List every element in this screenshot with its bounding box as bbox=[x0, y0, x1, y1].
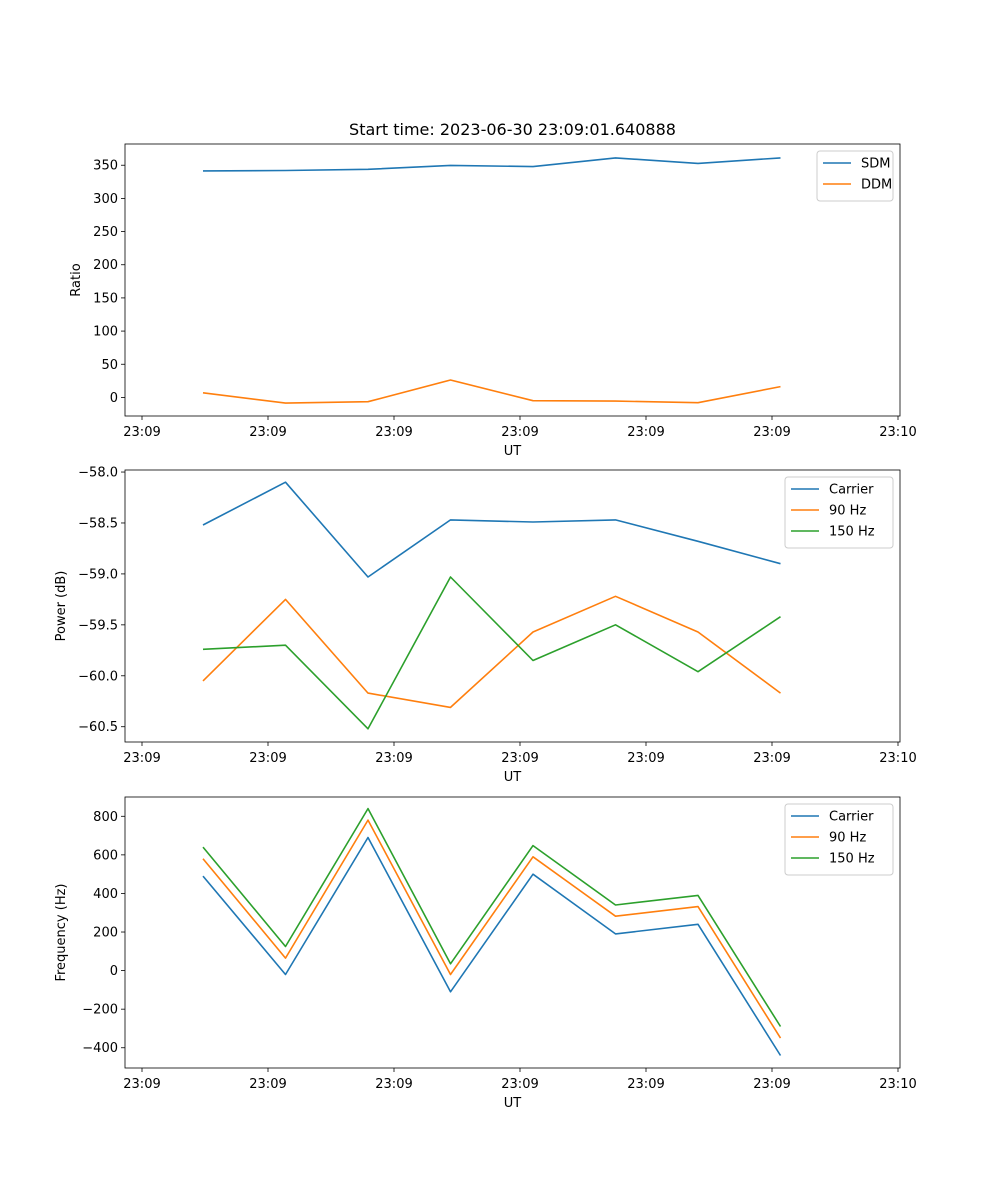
y-tick-label: 200 bbox=[93, 258, 118, 273]
series-line-carrier bbox=[202, 481, 781, 578]
y-tick-label: 200 bbox=[93, 926, 118, 941]
series-line-sdm bbox=[202, 157, 781, 172]
y-tick-label: 0 bbox=[110, 391, 118, 406]
legend: SDM DDM bbox=[816, 150, 894, 202]
series-line-90-hz bbox=[202, 819, 782, 1039]
legend-label: DDM bbox=[861, 178, 892, 193]
x-tick-label: 23:10 bbox=[879, 751, 916, 766]
x-tick-label: 23:09 bbox=[501, 1077, 538, 1092]
subplot-3: 23:09 23:09 23:09 23:09 23:09 23:09 23:10 −400 −… bbox=[54, 796, 917, 1111]
y-tick-label: 50 bbox=[101, 358, 118, 373]
x-tick-label: 23:09 bbox=[501, 751, 538, 766]
y-axis-label: Power (dB) bbox=[54, 571, 69, 642]
y-tick-label: 0 bbox=[110, 964, 118, 979]
x-tick-label: 23:10 bbox=[879, 1077, 916, 1092]
x-tick-label: 23:09 bbox=[375, 1077, 412, 1092]
y-tick-label: −400 bbox=[82, 1041, 118, 1056]
x-tick-label: 23:09 bbox=[123, 1077, 160, 1092]
x-tick-label: 23:09 bbox=[627, 425, 664, 440]
y-tick-label: 800 bbox=[93, 810, 118, 825]
x-tick-label: 23:09 bbox=[375, 751, 412, 766]
legend-label: 150 Hz bbox=[829, 525, 875, 540]
series-line-90-hz bbox=[202, 595, 781, 709]
y-tick-label: −200 bbox=[82, 1003, 118, 1018]
x-tick-label: 23:09 bbox=[753, 751, 790, 766]
y-tick-label: 150 bbox=[93, 291, 118, 306]
axes-frame bbox=[124, 143, 901, 417]
y-tick-label: −58.0 bbox=[78, 466, 118, 481]
x-tick-label: 23:09 bbox=[249, 751, 286, 766]
y-axis-label: Ratio bbox=[69, 263, 84, 296]
series-line-150-hz bbox=[202, 807, 782, 1027]
y-tick-label: 400 bbox=[93, 887, 118, 902]
y-tick-label: −60.0 bbox=[78, 669, 118, 684]
x-axis-label: UT bbox=[504, 444, 522, 459]
x-tick-label: 23:09 bbox=[627, 1077, 664, 1092]
legend: Carrier 90 Hz 150 Hz bbox=[784, 803, 894, 876]
y-tick-label: −58.5 bbox=[78, 516, 118, 531]
y-tick-label: 100 bbox=[93, 325, 118, 340]
y-tick-label: 350 bbox=[93, 159, 118, 174]
axes-frame bbox=[124, 469, 901, 743]
legend-label: 90 Hz bbox=[829, 504, 866, 519]
y-tick-label: −60.5 bbox=[78, 720, 118, 735]
x-tick-label: 23:09 bbox=[123, 425, 160, 440]
legend-label: 90 Hz bbox=[829, 831, 866, 846]
y-tick-label: −59.0 bbox=[78, 567, 118, 582]
x-axis-label: UT bbox=[504, 1096, 522, 1111]
x-tick-label: 23:09 bbox=[249, 1077, 286, 1092]
y-axis-label: Frequency (Hz) bbox=[54, 883, 69, 981]
series-line-ddm bbox=[202, 379, 781, 404]
x-tick-label: 23:09 bbox=[501, 425, 538, 440]
x-tick-label: 23:10 bbox=[879, 425, 916, 440]
legend-label: Carrier bbox=[829, 810, 874, 825]
x-tick-label: 23:09 bbox=[249, 425, 286, 440]
axes-frame bbox=[124, 796, 901, 1069]
series-line-carrier bbox=[202, 836, 782, 1056]
legend: Carrier 90 Hz 150 Hz bbox=[784, 476, 894, 549]
x-tick-label: 23:09 bbox=[627, 751, 664, 766]
legend-label: SDM bbox=[861, 157, 890, 172]
series-line-150-hz bbox=[202, 576, 781, 730]
legend-label: Carrier bbox=[829, 483, 874, 498]
y-tick-label: 600 bbox=[93, 848, 118, 863]
x-tick-label: 23:09 bbox=[753, 425, 790, 440]
x-tick-label: 23:09 bbox=[123, 751, 160, 766]
legend-label: 150 Hz bbox=[829, 852, 875, 867]
x-tick-label: 23:09 bbox=[375, 425, 412, 440]
x-tick-label: 23:09 bbox=[753, 1077, 790, 1092]
y-tick-label: −59.5 bbox=[78, 618, 118, 633]
subplot-2: 23:09 23:09 23:09 23:09 23:09 23:09 23:10 −60.5… bbox=[54, 466, 917, 785]
y-tick-label: 250 bbox=[93, 225, 118, 240]
subplots: 23:09 23:09 23:09 23:09 23:09 23:09 23:10 0 50 10… bbox=[54, 143, 917, 1111]
subplot-1: 23:09 23:09 23:09 23:09 23:09 23:09 23:10 0 50 10… bbox=[69, 143, 917, 459]
y-tick-label: 300 bbox=[93, 192, 118, 207]
chart-title: Start time: 2023-06-30 23:09:01.640888 bbox=[349, 120, 676, 139]
x-axis-label: UT bbox=[504, 770, 522, 785]
